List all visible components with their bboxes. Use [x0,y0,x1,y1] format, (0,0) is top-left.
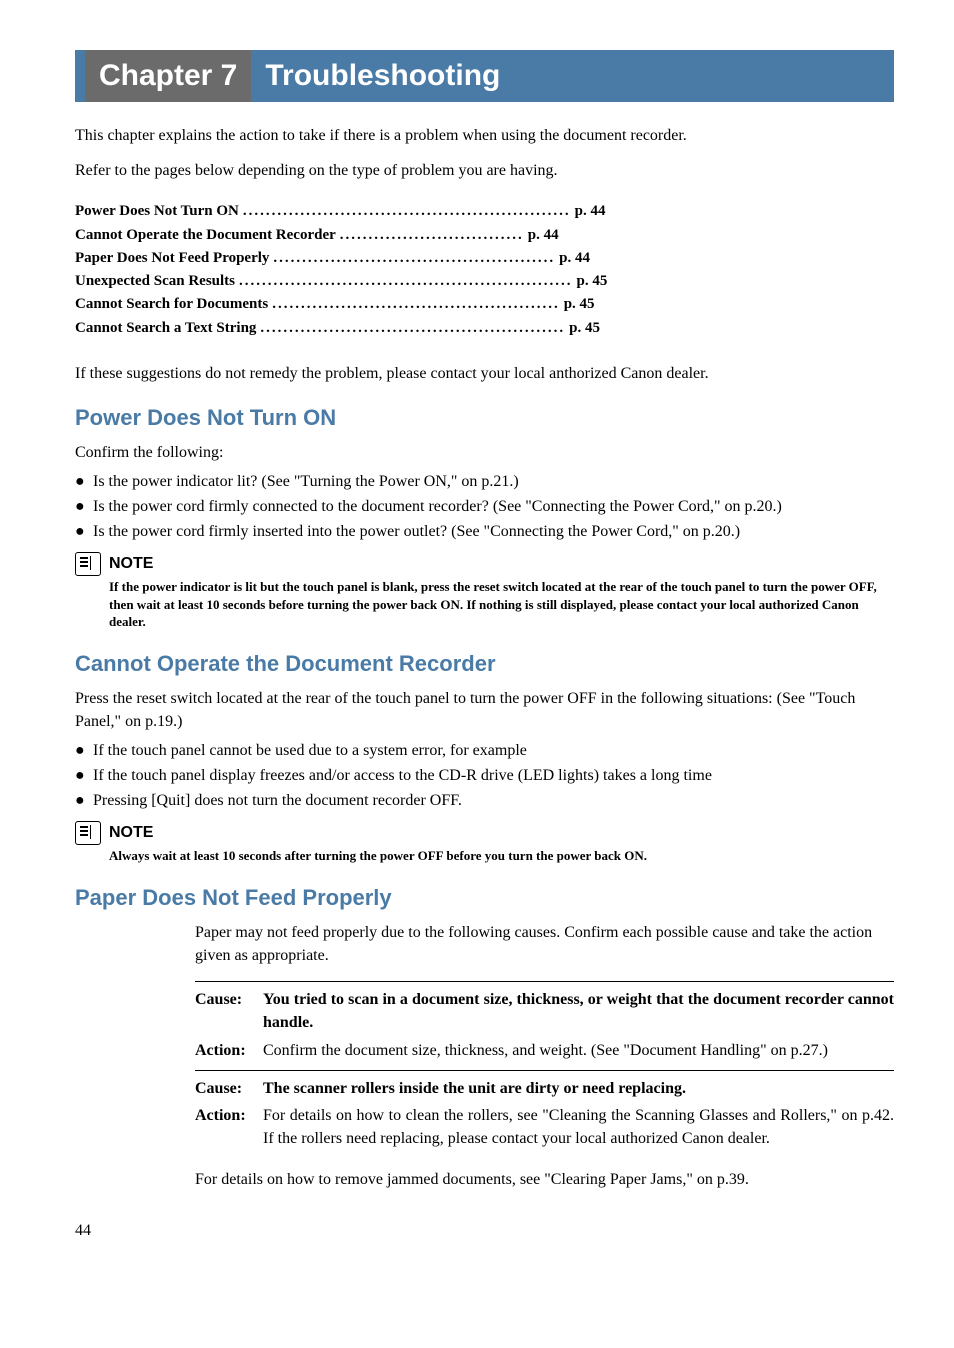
note-header: NOTE [75,821,894,845]
toc-row: Unexpected Scan Results ................… [75,270,894,293]
toc-dots: ................................ [336,224,528,247]
toc-page: p. 45 [564,293,595,316]
cause-label: Cause: [195,1077,263,1100]
bullet-icon: ● [75,764,93,788]
toc-dots: ........................................… [268,293,564,316]
page-number: 44 [75,1222,894,1240]
section-head-power: Power Does Not Turn ON [75,405,894,431]
section-head-paper-feed: Paper Does Not Feed Properly [75,885,894,911]
toc-row: Power Does Not Turn ON .................… [75,200,894,223]
intro-paragraph-1: This chapter explains the action to take… [75,124,894,147]
toc-dots: ........................................… [256,317,569,340]
toc-label: Cannot Search a Text String [75,317,256,340]
s3-tail: For details on how to remove jammed docu… [195,1168,894,1191]
bullet-icon: ● [75,470,93,494]
bullet-text: Is the power cord firmly connected to th… [93,495,782,519]
toc-label: Paper Does Not Feed Properly [75,247,269,270]
toc-dots: ........................................… [269,247,559,270]
toc-page: p. 44 [559,247,590,270]
toc-label: Cannot Search for Documents [75,293,268,316]
toc-dots: ........................................… [235,270,577,293]
action-row: Action: Confirm the document size, thick… [195,1039,894,1062]
toc-label: Cannot Operate the Document Recorder [75,224,336,247]
note-body: Always wait at least 10 seconds after tu… [109,847,894,865]
toc-page: p. 44 [575,200,606,223]
s1-lead: Confirm the following: [75,441,894,464]
action-label: Action: [195,1039,263,1062]
bullet-icon: ● [75,520,93,544]
toc-page: p. 44 [528,224,559,247]
toc-dots: ........................................… [239,200,575,223]
bullet-item: ●Is the power cord firmly connected to t… [75,495,894,519]
bullet-item: ●If the touch panel cannot be used due t… [75,739,894,763]
action-text: Confirm the document size, thickness, an… [263,1039,894,1062]
bullet-icon: ● [75,495,93,519]
note-label: NOTE [109,824,153,842]
intro-paragraph-2: Refer to the pages below depending on th… [75,159,894,182]
bullet-item: ●Is the power cord firmly inserted into … [75,520,894,544]
bullet-item: ●Pressing [Quit] does not turn the docum… [75,789,894,813]
action-label: Action: [195,1104,263,1150]
note-body: If the power indicator is lit but the to… [109,578,894,631]
divider [195,1070,894,1071]
toc-row: Cannot Search a Text String ............… [75,317,894,340]
note-icon [75,821,101,845]
bullet-icon: ● [75,789,93,813]
divider [195,981,894,982]
toc-page: p. 45 [569,317,600,340]
bullet-text: If the touch panel cannot be used due to… [93,739,527,763]
toc-label: Power Does Not Turn ON [75,200,239,223]
after-toc-text: If these suggestions do not remedy the p… [75,362,894,385]
chapter-title: Troubleshooting [265,59,500,93]
bullet-text: Is the power indicator lit? (See "Turnin… [93,470,519,494]
cause-label: Cause: [195,988,263,1034]
toc-page: p. 45 [577,270,608,293]
bullet-item: ●If the touch panel display freezes and/… [75,764,894,788]
chapter-label: Chapter 7 [85,50,251,102]
toc-row: Cannot Search for Documents ............… [75,293,894,316]
bullet-item: ●Is the power indicator lit? (See "Turni… [75,470,894,494]
toc-label: Unexpected Scan Results [75,270,235,293]
s2-lead: Press the reset switch located at the re… [75,687,894,733]
s3-lead: Paper may not feed properly due to the f… [195,921,894,967]
cause-text: The scanner rollers inside the unit are … [263,1077,894,1100]
bullet-text: Is the power cord firmly inserted into t… [93,520,740,544]
chapter-header-bar: Chapter 7 Troubleshooting [75,50,894,102]
bullet-icon: ● [75,739,93,763]
note-header: NOTE [75,552,894,576]
section-head-cannot-operate: Cannot Operate the Document Recorder [75,651,894,677]
bullet-text: Pressing [Quit] does not turn the docume… [93,789,462,813]
toc-row: Paper Does Not Feed Properly ...........… [75,247,894,270]
action-text: For details on how to clean the rollers,… [263,1104,894,1150]
action-row: Action: For details on how to clean the … [195,1104,894,1150]
table-of-contents: Power Does Not Turn ON .................… [75,200,894,340]
cause-row: Cause: The scanner rollers inside the un… [195,1077,894,1100]
cause-row: Cause: You tried to scan in a document s… [195,988,894,1034]
note-icon [75,552,101,576]
bullet-text: If the touch panel display freezes and/o… [93,764,712,788]
note-label: NOTE [109,555,153,573]
cause-text: You tried to scan in a document size, th… [263,988,894,1034]
toc-row: Cannot Operate the Document Recorder ...… [75,224,894,247]
